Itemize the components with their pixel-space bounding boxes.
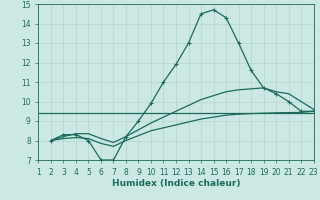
X-axis label: Humidex (Indice chaleur): Humidex (Indice chaleur) — [112, 179, 240, 188]
